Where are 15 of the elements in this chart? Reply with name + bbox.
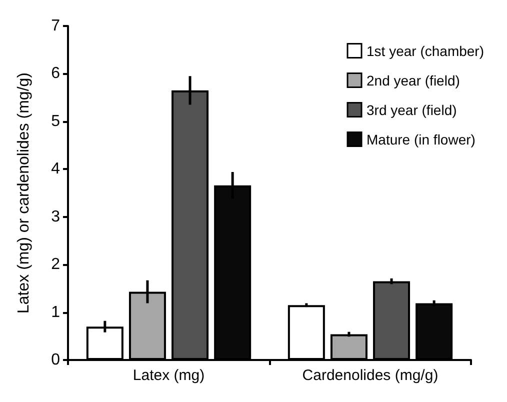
legend-label: 2nd year (field) — [366, 72, 460, 88]
y-axis-title: Latex (mg) or cardenolides (mg/g) — [16, 72, 32, 314]
y-tick-label: 2 — [51, 256, 60, 274]
legend-label: 3rd year (field) — [366, 102, 457, 118]
y-tick-label: 3 — [51, 208, 60, 226]
y-tick-label: 6 — [51, 65, 60, 82]
y-tick-label: 4 — [51, 160, 60, 178]
x-tick-label: Cardenolides (mg/g) — [302, 367, 438, 384]
y-tick-label: 5 — [51, 112, 60, 130]
legend-label: 1st year (chamber) — [366, 42, 484, 59]
x-tick-label: Latex (mg) — [132, 367, 205, 384]
y-tick-label: 7 — [51, 18, 60, 34]
legend-label: Mature (in flower) — [366, 131, 476, 148]
y-tick-label: 0 — [51, 352, 60, 368]
y-tick-label: 1 — [51, 304, 60, 321]
